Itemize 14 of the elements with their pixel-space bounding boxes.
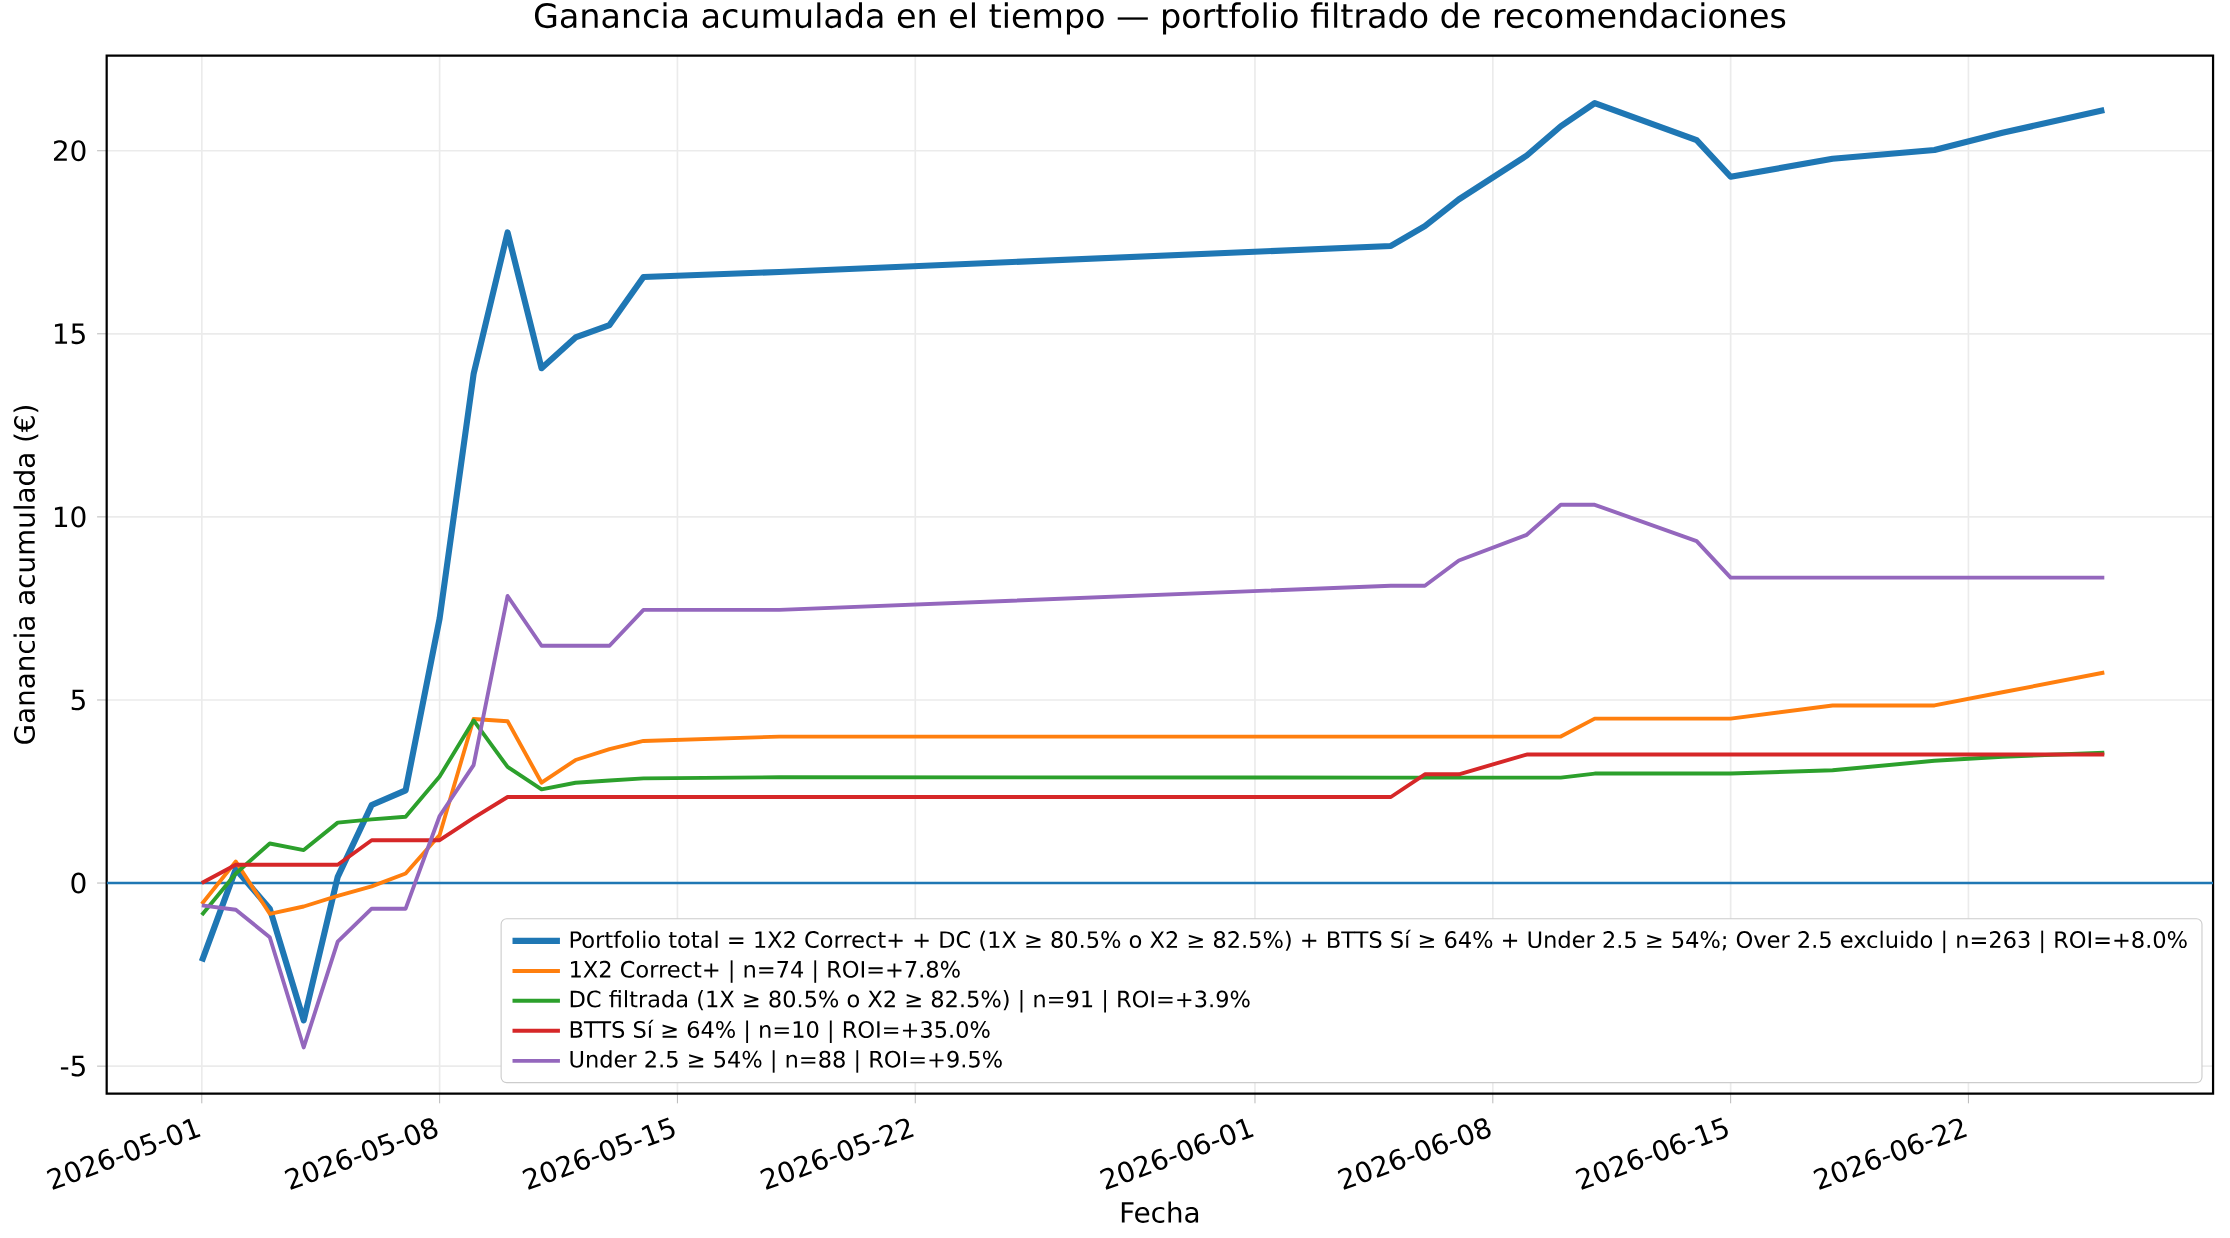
chart-title: Ganancia acumulada en el tiempo — portfolio filtrado de recomendaciones — [534, 2, 1786, 35]
y-tick-label: 15 — [54, 323, 85, 345]
y-axis-title: Ganancia acumulada (€) — [13, 406, 39, 744]
x-axis-title: Fecha — [1121, 1201, 1199, 1223]
y-tick-label: 0 — [71, 872, 86, 894]
y-tick-label: 5 — [71, 689, 85, 711]
legend-label: Under 2.5 ≥ 54% | n=88 | ROI=+9.5% — [570, 1050, 1002, 1073]
legend-label: BTTS Sí ≥ 64% | n=10 | ROI=+35.0% — [570, 1019, 990, 1043]
y-tick-label: -5 — [60, 1055, 85, 1077]
legend-label: 1X2 Correct+ | n=74 | ROI=+7.8% — [571, 960, 960, 983]
legend-label: DC filtrada (1X ≥ 80.5% o X2 ≥ 82.5%) | n=91 | ROI=+3.9% — [570, 990, 1250, 1013]
y-tick-label: 20 — [53, 140, 86, 162]
y-tick-label: 10 — [54, 506, 86, 528]
legend-label: Portfolio total = 1X2 Correct+ + DC (1X ≥ 80.5% o X2 ≥ 82.5%) + BTTS Sí ≥ 64% + Under 2.5 ≥ 54%; Over 2.5 excluido | n=263 | ROI=+8.0% — [570, 929, 2187, 954]
